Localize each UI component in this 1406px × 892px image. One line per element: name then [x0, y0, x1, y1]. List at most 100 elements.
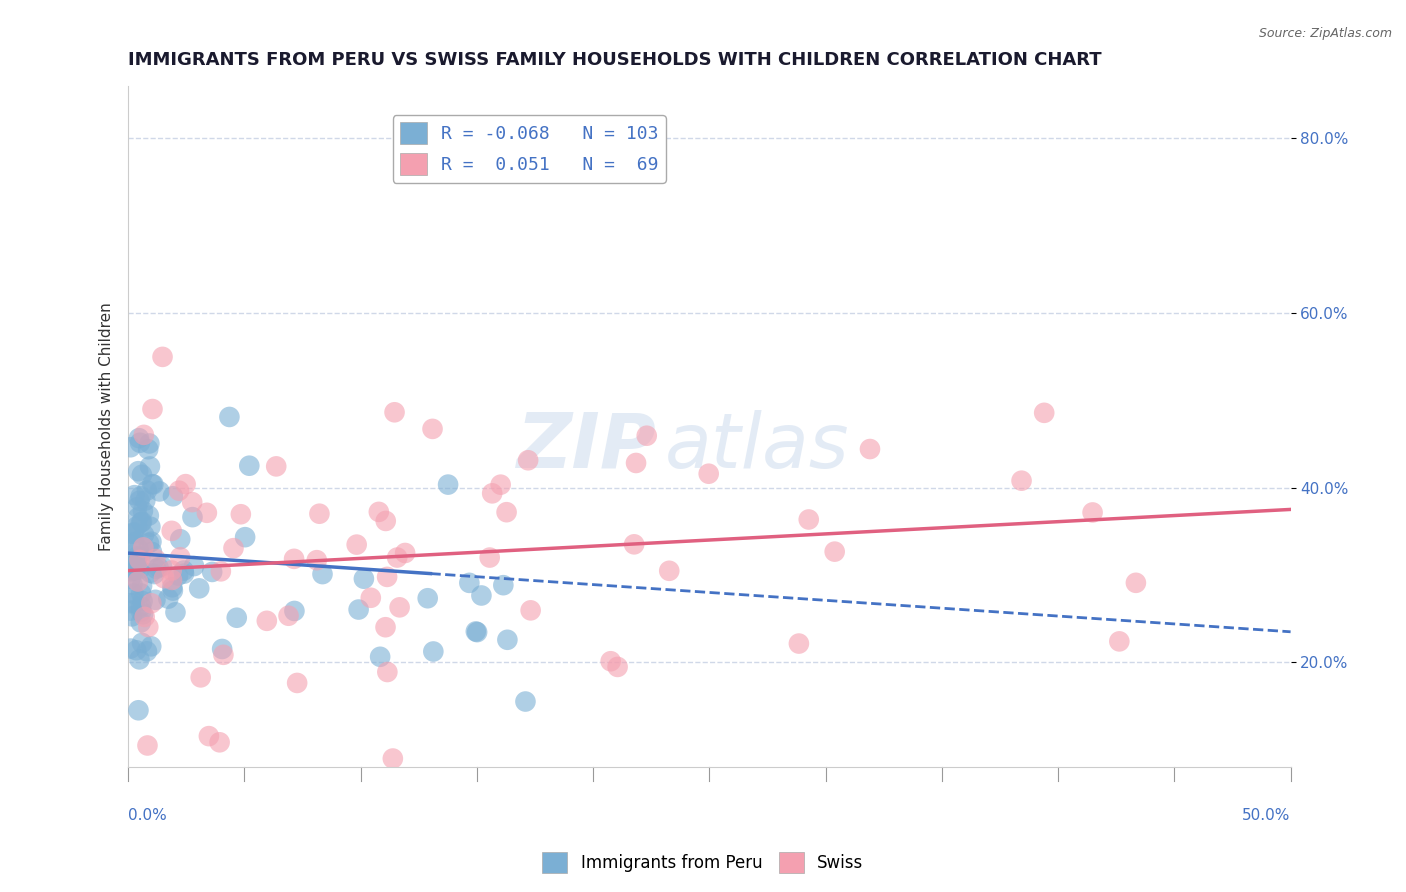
Point — [128, 541, 150, 556]
Point — [122, 563, 145, 577]
Point — [1033, 406, 1056, 420]
Point — [422, 644, 444, 658]
Point — [353, 572, 375, 586]
Point — [208, 735, 231, 749]
Point — [381, 751, 404, 765]
Point — [212, 648, 235, 662]
Point — [145, 592, 167, 607]
Point — [519, 603, 541, 617]
Point — [225, 611, 247, 625]
Point — [132, 428, 155, 442]
Point — [122, 526, 145, 541]
Point — [787, 636, 810, 650]
Point — [145, 562, 167, 576]
Point — [157, 591, 180, 606]
Point — [1081, 506, 1104, 520]
Point — [198, 729, 221, 743]
Point — [131, 594, 153, 608]
Point — [120, 565, 142, 579]
Point — [489, 477, 512, 491]
Point — [141, 477, 163, 491]
Point — [515, 694, 537, 708]
Point — [141, 596, 163, 610]
Point — [162, 489, 184, 503]
Point — [139, 519, 162, 533]
Point — [624, 456, 647, 470]
Point — [368, 649, 391, 664]
Point — [136, 620, 159, 634]
Point — [623, 537, 645, 551]
Point — [495, 505, 517, 519]
Point — [128, 562, 150, 576]
Text: ZIP: ZIP — [517, 409, 657, 483]
Point — [377, 665, 399, 679]
Point — [360, 591, 382, 605]
Point — [122, 586, 145, 600]
Point — [211, 642, 233, 657]
Point — [141, 545, 163, 559]
Point — [152, 350, 174, 364]
Point — [120, 572, 142, 586]
Point — [165, 605, 187, 619]
Point — [127, 549, 149, 564]
Point — [636, 428, 658, 442]
Point — [136, 739, 159, 753]
Point — [190, 670, 212, 684]
Point — [129, 586, 152, 600]
Point — [121, 556, 143, 570]
Point — [218, 409, 240, 424]
Point — [153, 571, 176, 585]
Point — [129, 516, 152, 530]
Point — [285, 676, 308, 690]
Point — [131, 579, 153, 593]
Point — [229, 507, 252, 521]
Point — [658, 564, 681, 578]
Point — [120, 526, 142, 541]
Point — [859, 442, 882, 456]
Point — [127, 464, 149, 478]
Point — [125, 519, 148, 533]
Point — [148, 560, 170, 574]
Point — [120, 440, 142, 454]
Point — [824, 544, 846, 558]
Point — [283, 552, 305, 566]
Point — [195, 506, 218, 520]
Point — [141, 534, 163, 549]
Point — [697, 467, 720, 481]
Point — [347, 602, 370, 616]
Point — [797, 512, 820, 526]
Point — [464, 624, 486, 639]
Point — [181, 495, 204, 509]
Point — [1108, 634, 1130, 648]
Point — [167, 483, 190, 498]
Point — [375, 570, 398, 584]
Point — [129, 489, 152, 503]
Point — [138, 536, 160, 550]
Point — [129, 615, 152, 630]
Point — [129, 605, 152, 619]
Point — [465, 625, 488, 640]
Legend: R = -0.068   N = 103, R =  0.051   N =  69: R = -0.068 N = 103, R = 0.051 N = 69 — [392, 115, 666, 183]
Point — [127, 574, 149, 589]
Point — [162, 580, 184, 594]
Point — [139, 566, 162, 580]
Point — [394, 546, 416, 560]
Point — [1125, 575, 1147, 590]
Text: Source: ZipAtlas.com: Source: ZipAtlas.com — [1258, 27, 1392, 40]
Point — [374, 620, 396, 634]
Point — [311, 567, 333, 582]
Point — [145, 552, 167, 566]
Point — [1011, 474, 1033, 488]
Point — [209, 565, 232, 579]
Text: IMMIGRANTS FROM PERU VS SWISS FAMILY HOUSEHOLDS WITH CHILDREN CORRELATION CHART: IMMIGRANTS FROM PERU VS SWISS FAMILY HOU… — [128, 51, 1102, 69]
Point — [183, 559, 205, 574]
Point — [388, 600, 411, 615]
Point — [470, 589, 492, 603]
Point — [125, 643, 148, 657]
Point — [283, 604, 305, 618]
Point — [132, 541, 155, 555]
Point — [458, 575, 481, 590]
Point — [138, 508, 160, 523]
Point — [128, 553, 150, 567]
Point — [599, 654, 621, 668]
